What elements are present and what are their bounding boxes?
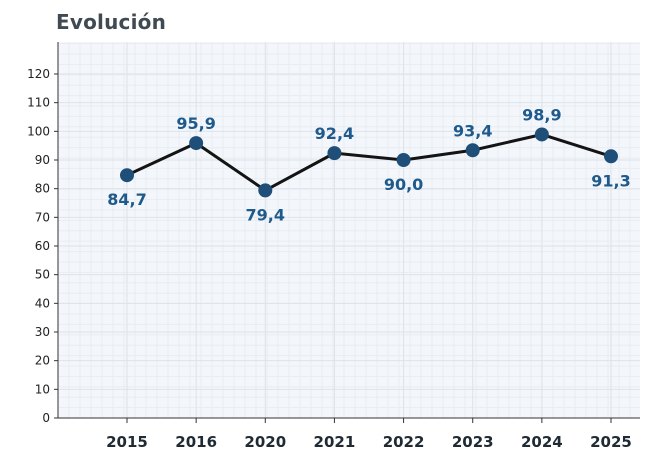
data-label: 98,9 (522, 105, 561, 124)
y-tick-label: 50 (35, 268, 50, 282)
data-point (604, 149, 618, 164)
y-tick-label: 40 (35, 296, 50, 310)
data-label: 93,4 (453, 121, 492, 140)
x-tick-labels: 2015 2016 2020 2021 2022 2023 2024 2025 (106, 418, 632, 451)
data-label: 79,4 (246, 205, 285, 224)
data-label: 91,3 (591, 171, 630, 190)
y-tick-label: 30 (35, 325, 50, 339)
data-point (465, 143, 480, 158)
x-tick-label: 2020 (244, 433, 286, 451)
x-tick-label: 2015 (106, 433, 148, 451)
grid (57, 42, 640, 419)
y-tick-label: 120 (27, 67, 50, 81)
axes (57, 42, 640, 419)
data-label: 92,4 (315, 124, 354, 143)
data-point (258, 183, 273, 198)
y-tick-labels: 0 10 20 30 40 50 60 70 80 90 100 110 120 (27, 67, 58, 425)
data-label: 84,7 (107, 190, 146, 209)
y-tick-label: 10 (35, 382, 50, 396)
y-tick-label: 60 (35, 239, 50, 253)
series-lines (126, 132, 612, 192)
data-points (120, 127, 618, 198)
data-point (534, 127, 549, 142)
data-point (189, 136, 204, 151)
x-tick-label: 2022 (383, 433, 425, 451)
y-tick-label: 20 (35, 354, 50, 368)
y-tick-label: 110 (27, 96, 50, 110)
x-tick-label: 2021 (314, 433, 356, 451)
data-labels: 84,7 95,9 79,4 92,4 90,0 93,4 98,9 91,3 (107, 105, 630, 224)
data-point (396, 153, 411, 167)
y-tick-label: 70 (35, 210, 50, 224)
y-tick-label: 80 (35, 182, 50, 196)
y-tick-label: 100 (27, 124, 50, 138)
chart-title: Evolución (56, 10, 167, 34)
series-line (126, 132, 612, 192)
x-tick-label: 2023 (452, 433, 494, 451)
data-label: 90,0 (384, 175, 423, 194)
data-label: 95,9 (176, 114, 215, 133)
data-point (327, 146, 342, 161)
x-tick-label: 2025 (590, 433, 632, 451)
y-tick-label: 90 (35, 153, 50, 167)
x-tick-label: 2016 (175, 433, 217, 451)
data-point (120, 168, 134, 183)
y-tick-label: 0 (42, 411, 50, 425)
x-tick-label: 2024 (521, 433, 563, 451)
